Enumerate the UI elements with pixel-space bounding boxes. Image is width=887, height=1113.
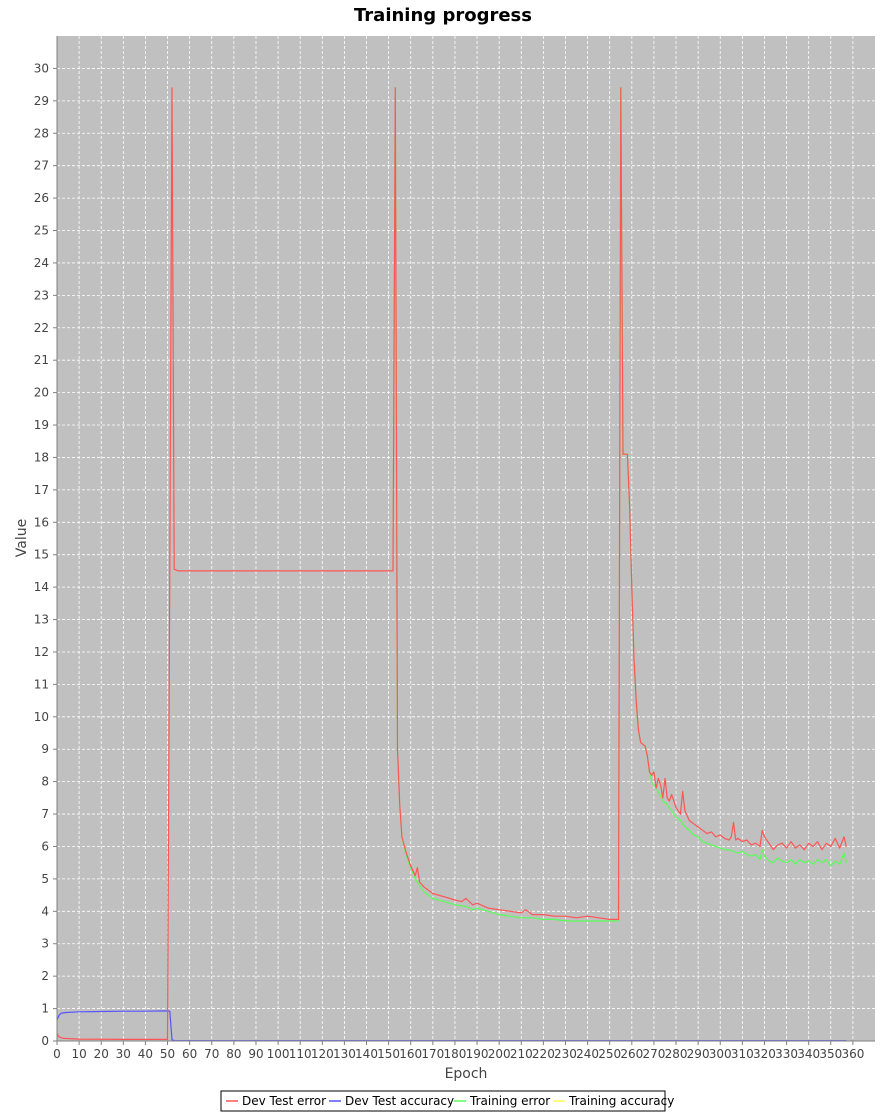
x-tick-label: 260 — [620, 1047, 643, 1061]
y-tick-label: 3 — [41, 937, 49, 951]
x-tick-label: 20 — [94, 1047, 109, 1061]
y-tick-label: 22 — [34, 321, 49, 335]
y-tick-label: 1 — [41, 1002, 49, 1016]
y-tick-label: 15 — [34, 548, 49, 562]
x-tick-label: 60 — [182, 1047, 197, 1061]
x-tick-label: 100 — [267, 1047, 290, 1061]
x-tick-label: 150 — [377, 1047, 400, 1061]
x-tick-label: 140 — [355, 1047, 378, 1061]
x-tick-label: 250 — [598, 1047, 621, 1061]
y-tick-label: 29 — [34, 94, 49, 108]
legend-box — [220, 1090, 666, 1112]
y-tick-label: 9 — [41, 742, 49, 756]
x-tick-label: 280 — [665, 1047, 688, 1061]
x-axis-ticks: 0 10 20 30 40 50 60 70 80 90 100 110 120 130 140 150 160… — [53, 1041, 864, 1061]
y-tick-label: 0 — [41, 1034, 49, 1048]
x-tick-label: 160 — [399, 1047, 422, 1061]
x-tick-label: 350 — [819, 1047, 842, 1061]
y-tick-label: 13 — [34, 613, 49, 627]
y-tick-label: 8 — [41, 775, 49, 789]
y-tick-label: 18 — [34, 450, 49, 464]
y-tick-label: 30 — [34, 61, 49, 75]
x-tick-label: 70 — [204, 1047, 219, 1061]
x-tick-label: 230 — [554, 1047, 577, 1061]
x-tick-label: 300 — [709, 1047, 732, 1061]
x-tick-label: 170 — [421, 1047, 444, 1061]
legend-label: Training error — [469, 1094, 550, 1108]
x-tick-label: 180 — [443, 1047, 466, 1061]
y-axis-ticks: 0123456789101112131415161718192021222324… — [34, 61, 57, 1048]
y-tick-label: 6 — [41, 839, 49, 853]
x-tick-label: 10 — [71, 1047, 86, 1061]
x-tick-label: 190 — [466, 1047, 489, 1061]
series-line-dev-test-error — [56, 87, 847, 1040]
chart-title: Training progress — [354, 5, 532, 26]
x-tick-label: 330 — [775, 1047, 798, 1061]
y-tick-label: 23 — [34, 288, 49, 302]
x-tick-label: 220 — [532, 1047, 555, 1061]
y-tick-label: 26 — [34, 191, 49, 205]
x-tick-label: 90 — [248, 1047, 263, 1061]
x-tick-label: 360 — [841, 1047, 864, 1061]
x-tick-label: 310 — [731, 1047, 754, 1061]
x-tick-label: 30 — [116, 1047, 131, 1061]
legend-label: Dev Test error — [242, 1094, 326, 1108]
legend-label: Dev Test accuracy — [345, 1094, 454, 1108]
x-tick-label: 200 — [488, 1047, 511, 1061]
y-tick-label: 21 — [34, 353, 49, 367]
legend-label: Training accuracy — [568, 1094, 674, 1108]
y-axis-title: Value — [14, 519, 30, 557]
y-tick-label: 10 — [34, 710, 49, 724]
y-tick-label: 27 — [34, 159, 49, 173]
x-tick-label: 110 — [289, 1047, 312, 1061]
y-tick-label: 14 — [34, 580, 49, 594]
y-tick-label: 25 — [34, 224, 49, 238]
x-tick-label: 40 — [138, 1047, 153, 1061]
x-tick-label: 320 — [753, 1047, 776, 1061]
x-tick-label: 120 — [311, 1047, 334, 1061]
series-line-training-error — [388, 87, 847, 922]
x-tick-label: 0 — [53, 1047, 61, 1061]
plot-area — [57, 36, 875, 1041]
y-tick-label: 12 — [34, 645, 49, 659]
x-tick-label: 290 — [687, 1047, 710, 1061]
y-tick-label: 28 — [34, 126, 49, 140]
y-tick-label: 19 — [34, 418, 49, 432]
x-axis-title: Epoch — [445, 1066, 488, 1082]
x-tick-label: 130 — [333, 1047, 356, 1061]
x-tick-label: 270 — [642, 1047, 665, 1061]
y-tick-label: 4 — [41, 904, 49, 918]
y-tick-label: 17 — [34, 483, 49, 497]
x-tick-label: 50 — [160, 1047, 175, 1061]
y-tick-label: 24 — [34, 256, 49, 270]
y-tick-label: 20 — [34, 386, 49, 400]
x-tick-label: 80 — [226, 1047, 241, 1061]
y-tick-label: 2 — [41, 969, 49, 983]
y-tick-label: 16 — [34, 515, 49, 529]
x-tick-label: 240 — [576, 1047, 599, 1061]
y-tick-label: 11 — [34, 677, 49, 691]
x-tick-label: 210 — [510, 1047, 533, 1061]
y-tick-label: 5 — [41, 872, 49, 886]
legend: Dev Test error Dev Test accuracy Training … — [226, 1094, 674, 1108]
grid-lines — [57, 36, 875, 1041]
y-tick-label: 7 — [41, 807, 49, 821]
x-tick-label: 340 — [797, 1047, 820, 1061]
